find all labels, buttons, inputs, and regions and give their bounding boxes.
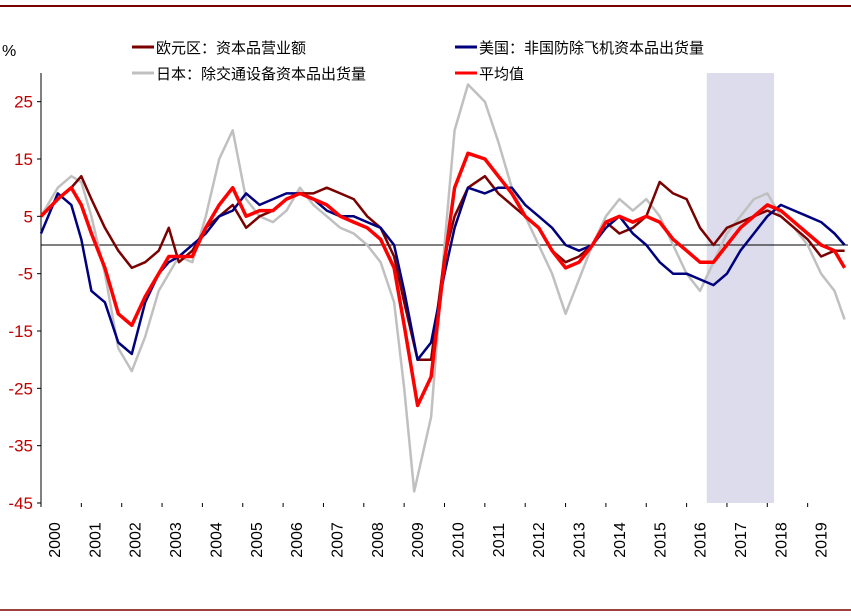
legend: 欧元区：资本品营业额 美国：非国防除飞机资本品出货量 日本：除交通设备资本品出货… [132, 39, 704, 83]
legend-label-average: 平均值 [479, 65, 524, 83]
y-tick-label: 15 [14, 150, 33, 169]
y-tick-label: 5 [24, 207, 33, 226]
y-tick-label: -45 [8, 494, 33, 513]
series-lines [39, 83, 847, 493]
shaded-region [706, 73, 775, 503]
legend-item-us: 美国：非国防除飞机资本品出货量 [455, 39, 704, 57]
x-tick-label: 2008 [370, 522, 387, 558]
x-tick-label: 2010 [451, 522, 468, 558]
x-tick-label: 2004 [208, 522, 225, 558]
series-line-average [39, 151, 847, 408]
y-tick-label: -25 [8, 379, 33, 398]
legend-item-average: 平均值 [455, 65, 524, 83]
y-ticks: 25 15 5 -5 -15 -25 -35 -45 [8, 93, 41, 513]
y-tick-label: -35 [8, 437, 33, 456]
x-tick-label: 2015 [652, 522, 669, 558]
x-tick-label: 2001 [87, 522, 104, 558]
x-tick-label: 2016 [693, 522, 710, 558]
y-tick-label: -15 [8, 322, 33, 341]
x-tick-label: 2018 [773, 522, 790, 558]
y-axis-unit-label: % [2, 43, 16, 60]
legend-label-eurozone: 欧元区：资本品营业额 [156, 39, 306, 57]
legend-label-us: 美国：非国防除飞机资本品出货量 [479, 39, 704, 57]
legend-item-eurozone: 欧元区：资本品营业额 [132, 39, 306, 57]
x-tick-label: 2007 [329, 522, 346, 558]
x-tick-label: 2009 [410, 522, 427, 558]
x-tick-label: 2014 [612, 522, 629, 558]
x-ticks: 2000 2001 2002 2003 2004 2005 2006 2007 2008 2009… [40, 503, 831, 558]
x-tick-label: 2000 [47, 522, 64, 558]
x-tick-label: 2005 [249, 522, 266, 558]
legend-item-japan: 日本：除交通设备资本品出货量 [132, 65, 366, 83]
x-tick-label: 2012 [531, 522, 548, 558]
x-tick-label: 2011 [491, 523, 508, 558]
x-tick-label: 2017 [733, 522, 750, 558]
x-tick-label: 2002 [128, 522, 145, 558]
y-tick-label: -5 [18, 265, 33, 284]
y-tick-label: 25 [14, 93, 33, 112]
x-tick-label: 2003 [168, 522, 185, 558]
x-tick-label: 2019 [814, 522, 831, 558]
legend-label-japan: 日本：除交通设备资本品出货量 [156, 65, 366, 83]
x-tick-label: 2006 [289, 522, 306, 558]
x-tick-label: 2013 [572, 522, 589, 558]
